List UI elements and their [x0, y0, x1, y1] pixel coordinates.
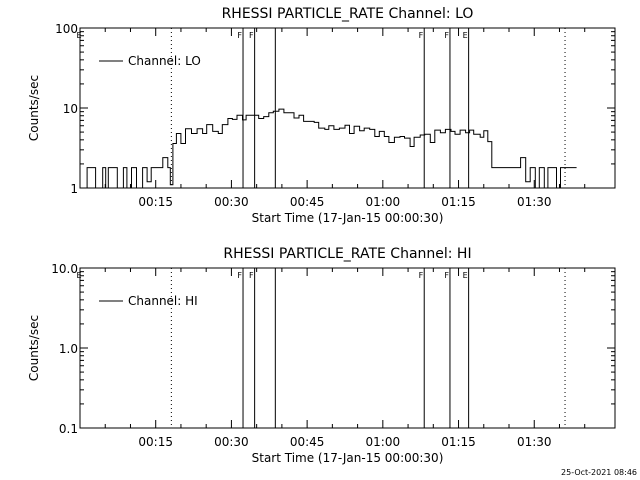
chart-title: RHESSI PARTICLE_RATE Channel: LO — [222, 6, 474, 22]
x-tick-label: 01:15 — [441, 435, 476, 449]
x-tick-label: 00:45 — [290, 435, 325, 449]
legend-label: Channel: LO — [128, 54, 201, 68]
flag-label: F — [237, 31, 242, 40]
panel-hi: RHESSI PARTICLE_RATE Channel: HI 0.1 1.0 10… — [27, 246, 616, 465]
x-tick-label: 00:15 — [138, 435, 173, 449]
x-tick-label: 01:00 — [366, 435, 401, 449]
flag-label: F — [249, 271, 254, 280]
x-tick-label: 00:30 — [214, 195, 249, 209]
flag-label: E — [463, 31, 468, 40]
y-tick-label: 10 — [63, 102, 78, 116]
x-tick-label: 01:30 — [517, 195, 552, 209]
x-axis-label: Start Time (17-Jan-15 00:00:30) — [252, 451, 444, 465]
legend-label: Channel: HI — [128, 294, 198, 308]
flag-label: E — [76, 271, 81, 280]
flag-label: E — [76, 31, 81, 40]
x-tick-label: 00:15 — [138, 195, 173, 209]
y-tick-label: 1.0 — [59, 342, 78, 356]
panel-lo: RHESSI PARTICLE_RATE Channel: LO 1 10 100 00… — [27, 6, 616, 225]
y-tick-label: 0.1 — [59, 422, 78, 436]
plot-frame — [79, 27, 616, 189]
flag-label: F — [419, 31, 424, 40]
x-tick-label: 01:15 — [441, 195, 476, 209]
y-axis-label: Counts/sec — [27, 315, 41, 381]
flag-label: F — [444, 31, 449, 40]
x-tick-label: 01:30 — [517, 435, 552, 449]
x-tick-label: 00:30 — [214, 435, 249, 449]
x-tick-label: 00:45 — [290, 195, 325, 209]
flag-label: F — [237, 271, 242, 280]
flag-label: F — [249, 31, 254, 40]
series-line — [82, 108, 577, 189]
x-tick-label: 01:00 — [366, 195, 401, 209]
y-tick-label: 1 — [70, 182, 78, 196]
x-axis-label: Start Time (17-Jan-15 00:00:30) — [252, 211, 444, 225]
y-tick-label: 10.0 — [51, 262, 78, 276]
chart-title: RHESSI PARTICLE_RATE Channel: HI — [223, 246, 471, 262]
y-axis-label: Counts/sec — [27, 75, 41, 141]
flag-label: F — [419, 271, 424, 280]
footer-timestamp: 25-Oct-2021 08:46 — [561, 468, 637, 477]
plot-frame — [79, 267, 616, 429]
y-tick-label: 100 — [55, 22, 78, 36]
flag-label: F — [444, 271, 449, 280]
flag-label: E — [463, 271, 468, 280]
